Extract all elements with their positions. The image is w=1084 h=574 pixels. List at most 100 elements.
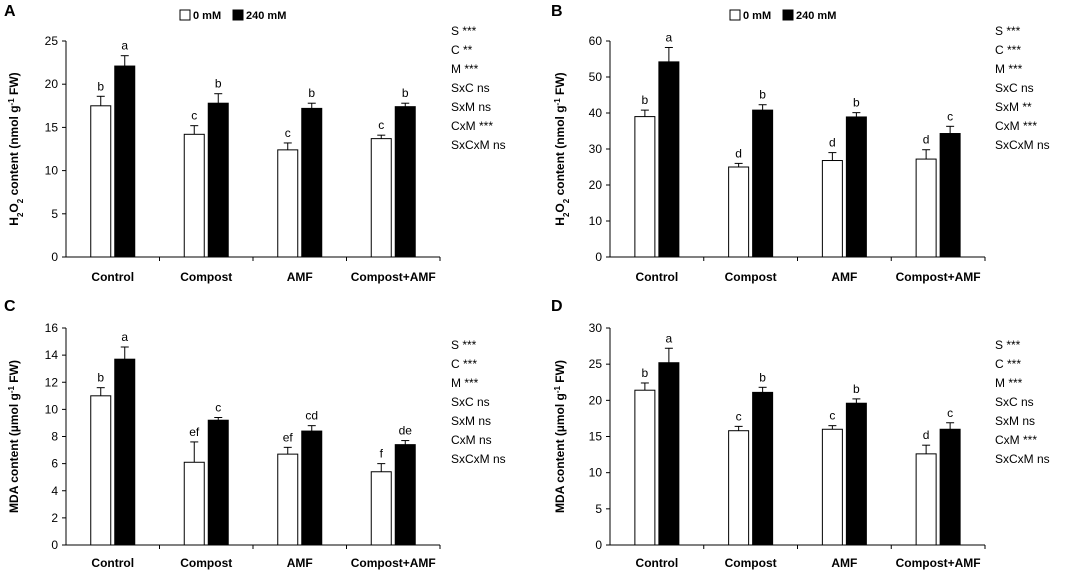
stat-line: C *** (995, 357, 1021, 371)
stat-line: S *** (995, 338, 1021, 352)
y-tick-label: 25 (45, 34, 59, 48)
y-tick-label: 2 (51, 511, 58, 525)
significance-letter: a (121, 39, 128, 53)
y-tick-label: 10 (45, 402, 59, 416)
y-tick-label: 8 (51, 430, 58, 444)
stat-line: S *** (451, 338, 477, 352)
stat-line: CxM *** (451, 119, 493, 133)
significance-letter: b (215, 77, 222, 91)
x-category-label: AMF (287, 270, 313, 284)
y-tick-label: 20 (589, 178, 603, 192)
bar-0mm (634, 389, 656, 546)
y-tick-label: 12 (45, 375, 59, 389)
significance-letter: c (829, 409, 835, 423)
bar-240mm (114, 65, 136, 258)
x-category-label: Compost+AMF (351, 556, 436, 570)
significance-letter: cd (305, 409, 318, 423)
y-tick-label: 30 (589, 142, 603, 156)
legend-label-0mm: 0 mM (743, 10, 771, 22)
y-axis-label: H2O2 content (nmol g-1 FW) (553, 72, 571, 225)
bar-240mm (845, 402, 867, 546)
x-category-label: Compost+AMF (896, 556, 981, 570)
significance-letter: d (923, 133, 930, 147)
legend-b: 0 mM 240 mM (729, 9, 836, 22)
y-tick-label: 20 (45, 77, 59, 91)
legend-swatch-0mm (729, 9, 741, 21)
significance-letter: b (853, 382, 860, 396)
significance-letter: b (759, 88, 766, 102)
bar-0mm (277, 453, 299, 546)
significance-letter: c (285, 126, 291, 140)
bar-0mm (634, 116, 656, 258)
y-tick-label: 6 (51, 457, 58, 471)
stat-line: SxC ns (451, 81, 490, 95)
stat-line: C *** (451, 357, 477, 371)
significance-letter: b (642, 366, 649, 380)
stat-line: SxC ns (451, 395, 490, 409)
bar-240mm (301, 107, 323, 258)
x-category-label: AMF (831, 556, 857, 570)
stat-line: SxC ns (995, 395, 1034, 409)
stat-line: SxCxM ns (995, 138, 1050, 152)
y-tick-label: 0 (51, 538, 58, 552)
stat-line: SxCxM ns (995, 452, 1050, 466)
stat-line: SxM ns (995, 414, 1035, 428)
significance-letter: c (215, 401, 221, 415)
bar-0mm (728, 430, 750, 546)
significance-letter: b (759, 370, 766, 384)
bar-240mm (845, 116, 867, 258)
stat-line: SxCxM ns (451, 452, 506, 466)
panel-d: D 0 5 10 15 20 25 30 MDA content (µmol g-1 FW) Co… (551, 298, 1050, 570)
significance-letter: a (121, 330, 128, 344)
panel-letter: C (4, 298, 16, 315)
y-tick-label: 0 (51, 250, 58, 264)
y-tick-label: 5 (51, 207, 58, 221)
panel-letter: B (551, 3, 563, 20)
bar-240mm (658, 362, 680, 546)
bar-240mm (114, 358, 136, 546)
significance-letter: a (666, 30, 673, 44)
stat-line: SxM ns (451, 414, 491, 428)
bar-0mm (183, 133, 205, 258)
stat-line: C ** (451, 43, 473, 57)
significance-letter: c (947, 109, 953, 123)
significance-letter: c (191, 109, 197, 123)
panel-c: C 0 2 4 6 8 10 12 14 16 MDA content (µmol g-1 FW) C… (4, 298, 506, 570)
bar-0mm (370, 471, 392, 546)
legend-label-240mm: 240 mM (246, 10, 286, 22)
stat-line: SxC ns (995, 81, 1034, 95)
legend-label-0mm: 0 mM (193, 10, 221, 22)
significance-letter: b (853, 96, 860, 110)
bar-240mm (394, 106, 416, 258)
significance-letter: a (666, 331, 673, 345)
x-category-label: AMF (831, 270, 857, 284)
x-category-label: Compost (725, 556, 777, 570)
y-tick-label: 25 (589, 357, 603, 371)
bar-240mm (301, 430, 323, 546)
stat-line: SxCxM ns (451, 138, 506, 152)
x-category-label: Compost+AMF (351, 270, 436, 284)
significance-letter: ef (283, 430, 294, 444)
bar-0mm (183, 461, 205, 546)
y-tick-label: 30 (589, 321, 603, 335)
significance-letter: d (829, 136, 836, 150)
stat-line: SxM ns (451, 100, 491, 114)
x-category-label: Control (636, 556, 679, 570)
significance-letter: d (735, 146, 742, 160)
x-category-label: Compost (180, 556, 232, 570)
bar-240mm (752, 109, 774, 258)
significance-letter: d (923, 428, 930, 442)
y-tick-label: 10 (589, 466, 603, 480)
panel-b: B 0 10 20 30 40 50 60 H2O2 content (nmol g-1 FW)… (551, 3, 1050, 284)
y-tick-label: 20 (589, 393, 603, 407)
significance-letter: c (736, 409, 742, 423)
bar-240mm (207, 419, 229, 546)
significance-letter: c (378, 118, 384, 132)
bar-240mm (939, 428, 961, 546)
x-category-label: Control (91, 556, 134, 570)
stat-line: C *** (995, 43, 1021, 57)
y-tick-label: 16 (45, 321, 59, 335)
y-tick-label: 10 (589, 214, 603, 228)
significance-letter: b (402, 86, 409, 100)
legend-swatch-240mm (232, 9, 244, 21)
